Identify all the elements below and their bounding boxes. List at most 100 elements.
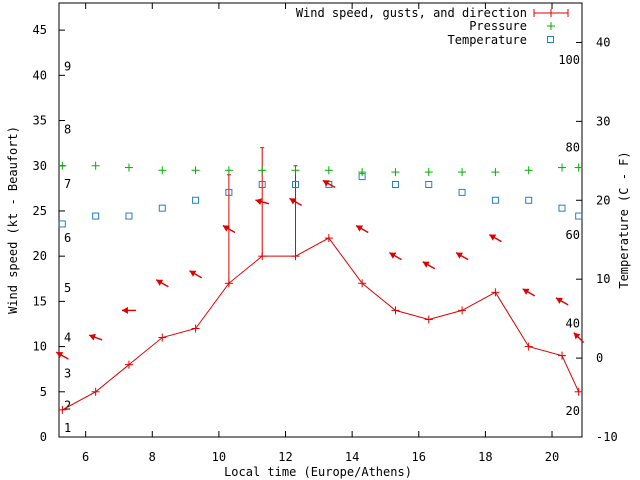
beaufort-label-1: 1 xyxy=(64,421,71,435)
wind-arrow-16 xyxy=(573,332,585,343)
fahrenheit-label-20: 20 xyxy=(566,404,580,418)
wind-arrow-head-12 xyxy=(456,252,463,259)
tick-marks xyxy=(59,3,582,438)
wind-arrow-head-4 xyxy=(189,270,197,277)
wind-point-7 xyxy=(291,252,300,261)
fahrenheit-label-100: 100 xyxy=(558,53,580,67)
left-tick-label-20: 20 xyxy=(33,249,47,263)
pressure-point-16 xyxy=(574,163,583,172)
wind-arrow-6 xyxy=(255,198,270,206)
left-tick-label-10: 10 xyxy=(33,340,47,354)
right-tick-label-30: 30 xyxy=(596,114,610,128)
wind-point-16 xyxy=(574,387,583,396)
temperature-point-5 xyxy=(225,188,233,196)
wind-arrow-head-6 xyxy=(255,198,263,206)
legend-label-pressure: Pressure xyxy=(469,19,527,33)
temperature-point-10 xyxy=(391,180,399,188)
wind-point-12 xyxy=(458,306,467,315)
wind-arrow-head-5 xyxy=(222,225,230,232)
wind-point-13 xyxy=(491,288,500,297)
pressure-point-14 xyxy=(524,166,533,175)
wind-point-10 xyxy=(391,306,400,315)
beaufort-label-3: 3 xyxy=(64,367,71,381)
temperature-point-0 xyxy=(58,220,66,228)
wind-point-1 xyxy=(91,387,100,396)
wind-arrow-head-16 xyxy=(573,332,581,340)
pressure-point-8 xyxy=(324,166,333,175)
temperature-point-7 xyxy=(292,180,300,188)
left-axis-label: Wind speed (kt - Beaufort) xyxy=(6,126,20,314)
right-tick-label-20: 20 xyxy=(596,193,610,207)
wind-arrow-0 xyxy=(55,351,69,360)
x-tick-labels: 6 8 10 12 14 16 18 20 xyxy=(82,450,559,464)
wind-speed-markers xyxy=(58,234,583,414)
wind-arrow-4 xyxy=(189,270,202,279)
pressure-point-3 xyxy=(158,166,167,175)
wind-point-14 xyxy=(524,342,533,351)
fahrenheit-label-60: 60 xyxy=(566,228,580,242)
wind-arrow-12 xyxy=(455,252,469,261)
left-tick-label-40: 40 xyxy=(33,68,47,82)
beaufort-label-6: 6 xyxy=(64,231,71,245)
left-tick-label-25: 25 xyxy=(33,204,47,218)
wind-arrow-1 xyxy=(88,333,103,341)
wind-arrow-head-0 xyxy=(56,352,64,359)
wind-arrow-head-15 xyxy=(555,297,563,304)
beaufort-label-4: 4 xyxy=(64,331,71,345)
legend-swatch-temperature xyxy=(547,36,554,43)
x-tick-label-20: 20 xyxy=(545,450,559,464)
pressure-point-4 xyxy=(191,166,200,175)
right-tick-label--10: -10 xyxy=(596,430,618,444)
pressure-point-10 xyxy=(391,168,400,177)
beaufort-label-7: 7 xyxy=(64,177,71,191)
pressure-point-12 xyxy=(458,168,467,177)
wind-arrow-9 xyxy=(355,224,369,234)
wind-arrow-13 xyxy=(488,233,502,243)
right-tick-label-40: 40 xyxy=(596,35,610,49)
x-tick-label-6: 6 xyxy=(82,450,89,464)
wind-arrow-10 xyxy=(389,252,402,261)
x-tick-label-10: 10 xyxy=(212,450,226,464)
beaufort-labels: 1 2 3 4 5 6 7 8 9 xyxy=(64,59,71,435)
wind-arrow-head-7 xyxy=(289,198,297,205)
left-tick-label-15: 15 xyxy=(33,294,47,308)
plot-frame xyxy=(58,2,583,438)
fahrenheit-labels: 20 40 60 80 100 xyxy=(558,53,580,418)
wind-arrow-11 xyxy=(422,261,436,270)
wind-point-15 xyxy=(558,351,567,360)
wind-arrow-7 xyxy=(289,197,302,207)
left-tick-label-0: 0 xyxy=(40,430,47,444)
x-tick-label-18: 18 xyxy=(478,450,492,464)
wind-arrow-3 xyxy=(155,279,169,288)
wind-arrow-5 xyxy=(222,224,236,234)
pressure-point-7 xyxy=(291,166,300,175)
beaufort-label-2: 2 xyxy=(64,398,71,412)
wind-arrow-head-2 xyxy=(121,306,128,314)
left-tick-label-30: 30 xyxy=(33,159,47,173)
beaufort-label-9: 9 xyxy=(64,59,71,73)
wind-arrow-head-8 xyxy=(322,180,330,187)
wind-arrow-head-9 xyxy=(356,225,364,232)
pressure-point-5 xyxy=(224,166,233,175)
fahrenheit-label-40: 40 xyxy=(566,316,580,330)
wind-point-6 xyxy=(258,252,267,261)
left-tick-labels: 0 5 10 15 20 25 30 35 40 45 xyxy=(33,23,47,444)
wind-point-4 xyxy=(191,324,200,333)
x-tick-label-16: 16 xyxy=(412,450,426,464)
temperature-point-14 xyxy=(525,196,533,204)
x-tick-label-14: 14 xyxy=(345,450,359,464)
legend: Wind speed, gusts, and direction Pressur… xyxy=(296,6,569,47)
wind-point-5 xyxy=(224,279,233,288)
right-tick-label-0: 0 xyxy=(596,351,603,365)
wind-arrow-2 xyxy=(121,306,136,314)
wind-arrow-8 xyxy=(322,179,336,188)
legend-label-temperature: Temperature xyxy=(448,33,527,47)
wind-arrow-14 xyxy=(522,288,536,297)
wind-arrow-15 xyxy=(555,297,569,306)
wind-point-3 xyxy=(158,333,167,342)
left-tick-label-45: 45 xyxy=(33,23,47,37)
beaufort-label-8: 8 xyxy=(64,123,71,137)
temperature-point-13 xyxy=(491,196,499,204)
x-axis-label: Local time (Europe/Athens) xyxy=(224,465,412,479)
